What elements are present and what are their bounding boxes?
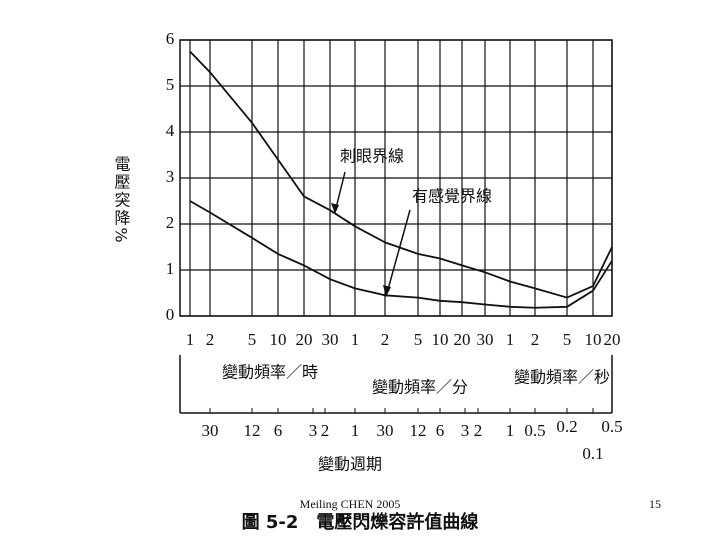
- x-tick-label: 10: [432, 330, 449, 349]
- caption: 圖 5-2 電壓閃爍容許值曲線: [242, 511, 479, 533]
- period-tick-label: 3: [461, 421, 470, 440]
- y-tick-label: 6: [166, 29, 175, 48]
- period-tick-label: 1: [351, 421, 360, 440]
- page-number: 15: [649, 497, 661, 511]
- curve: [189, 50, 613, 299]
- y-tick-label: 5: [166, 75, 175, 94]
- x-tick-label: 20: [296, 330, 313, 349]
- period-tick-label: 0.1: [582, 444, 603, 463]
- x-tick-label: 10: [270, 330, 287, 349]
- footer: Meiling CHEN 2005: [300, 497, 401, 511]
- x-tick-label: 30: [322, 330, 339, 349]
- unit-label: 變動頻率／分: [372, 378, 468, 397]
- x-tick-label: 20: [604, 330, 621, 349]
- x-tick-label: 5: [563, 330, 572, 349]
- x-tick-label: 20: [454, 330, 471, 349]
- x-tick-label: 1: [186, 330, 195, 349]
- period-tick-label: 12: [244, 421, 261, 440]
- period-tick-label: 1: [506, 421, 515, 440]
- annotation-arrow: [386, 209, 411, 294]
- y-tick-label: 0: [166, 305, 175, 324]
- period-tick-label: 12: [410, 421, 427, 440]
- unit-label: 變動頻率／秒: [514, 368, 610, 387]
- period-tick-label: 2: [321, 421, 330, 440]
- x-tick-label: 30: [477, 330, 494, 349]
- period-tick-label: 0.5: [601, 417, 622, 436]
- period-tick-label: 0.5: [524, 421, 545, 440]
- arrow-head: [331, 203, 339, 214]
- x-tick-label: 2: [206, 330, 215, 349]
- period-tick-label: 3: [309, 421, 318, 440]
- y-tick-label: 2: [166, 213, 175, 232]
- y-tick-label: 1: [166, 259, 175, 278]
- y-tick-label: 4: [166, 121, 175, 140]
- period-tick-label: 0.2: [556, 417, 577, 436]
- y-axis-label: 電壓突降%: [112, 155, 131, 244]
- period-axis-label: 變動週期: [318, 455, 382, 474]
- x-tick-label: 5: [414, 330, 423, 349]
- y-tick-label: 3: [166, 167, 175, 186]
- curve: [189, 200, 613, 309]
- period-tick-label: 2: [474, 421, 483, 440]
- x-tick-label: 5: [248, 330, 257, 349]
- x-tick-label: 2: [531, 330, 540, 349]
- unit-label: 變動頻率／時: [222, 363, 318, 382]
- annotation: 有感覺界線: [412, 187, 492, 206]
- period-tick-label: 6: [436, 421, 445, 440]
- period-tick-label: 30: [377, 421, 394, 440]
- x-tick-label: 1: [351, 330, 360, 349]
- period-tick-label: 30: [202, 421, 219, 440]
- annotation: 刺眼界線: [340, 147, 404, 166]
- x-tick-label: 10: [585, 330, 602, 349]
- x-tick-label: 2: [381, 330, 390, 349]
- x-tick-label: 1: [506, 330, 515, 349]
- period-tick-label: 6: [274, 421, 283, 440]
